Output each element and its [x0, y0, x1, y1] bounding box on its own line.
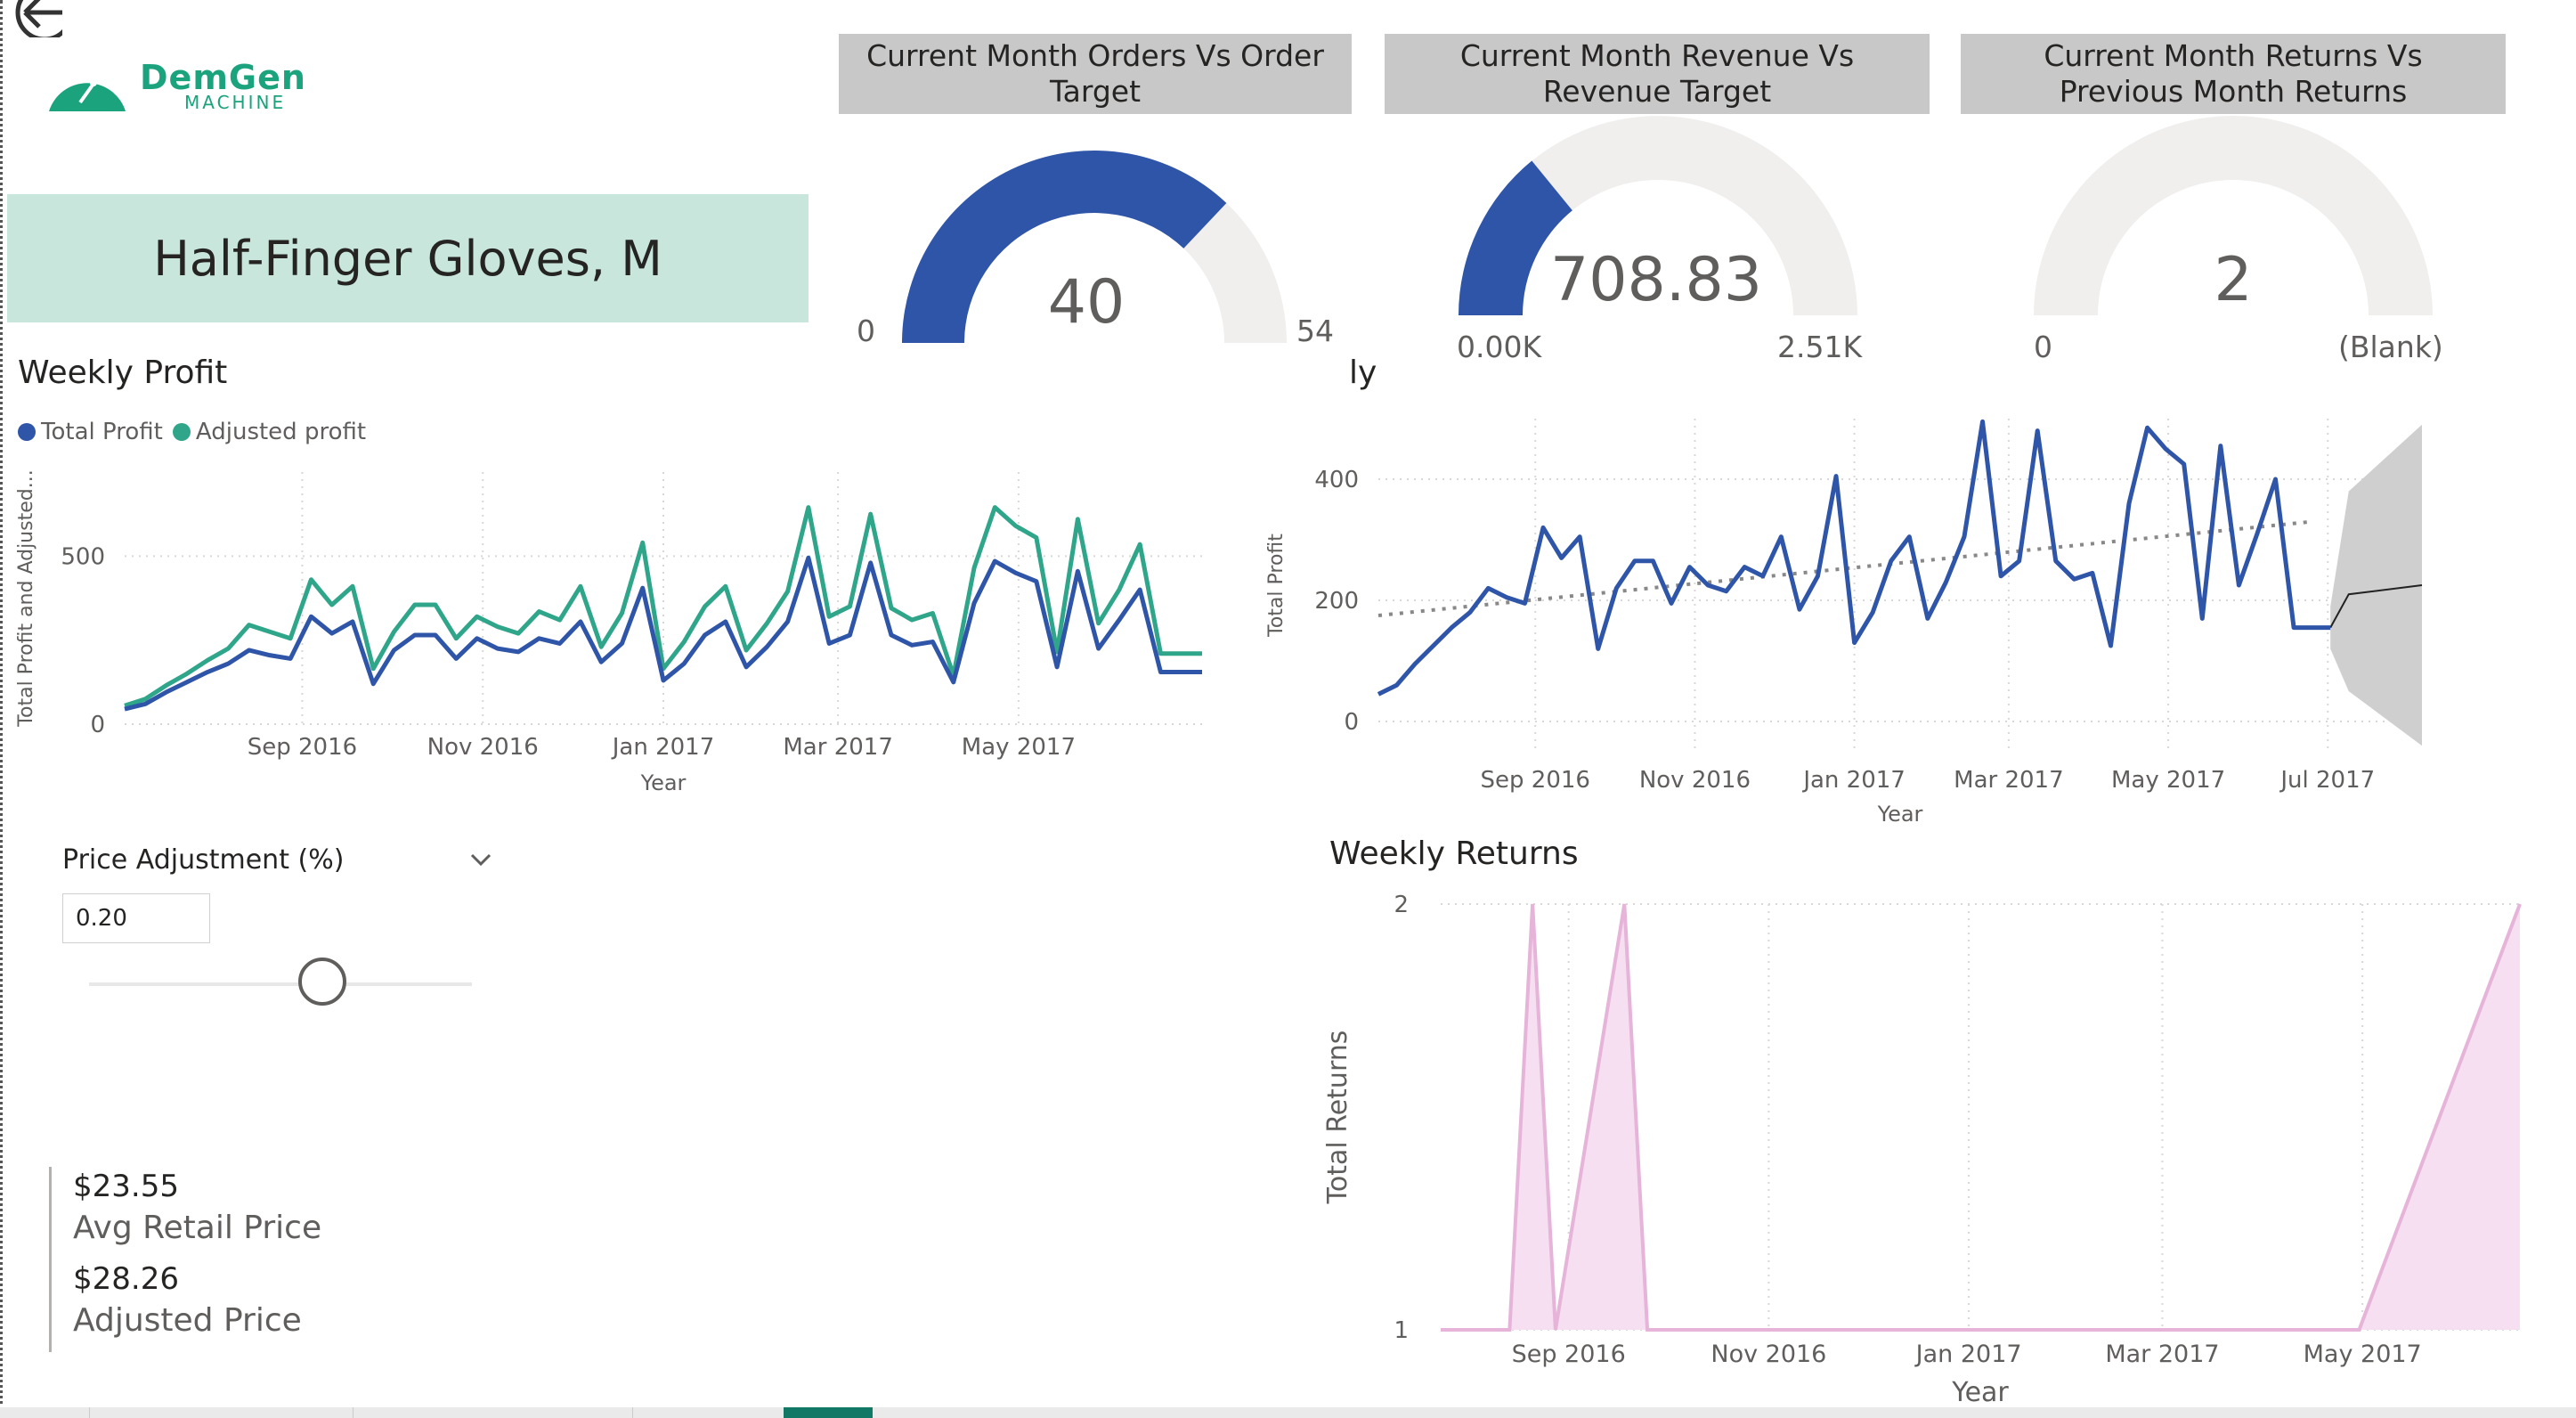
profit-forecast-chart[interactable]: 0 200 400 Sep 2016 Nov 2016 Jan 2017 Mar 2017 M… — [1247, 410, 2511, 828]
returns-area — [1441, 904, 2520, 1330]
gauge-fill — [902, 151, 1227, 343]
active-page-tab-indicator[interactable] — [784, 1407, 873, 1418]
x-tick-label: Jan 2017 — [1914, 1341, 2022, 1368]
slider-thumb[interactable] — [298, 958, 346, 1006]
x-tick-label: Sep 2016 — [248, 734, 357, 761]
gauge-revenue-title: Current Month Revenue Vs Revenue Target — [1385, 34, 1930, 114]
x-tick-label: Nov 2016 — [1639, 767, 1751, 794]
x-tick-label: Sep 2016 — [1512, 1341, 1626, 1368]
x-tick-label: May 2017 — [2304, 1341, 2422, 1368]
x-tick-label: Jan 2017 — [1801, 767, 1906, 794]
gauge-orders-title-text: Current Month Orders Vs Order Target — [866, 38, 1324, 109]
y-tick-label: 2 — [1394, 892, 1409, 918]
trend-line — [1377, 519, 2312, 617]
legend-label: Adjusted profit — [195, 419, 367, 445]
x-tick-label: Mar 2017 — [2105, 1341, 2219, 1368]
returns-line — [1441, 903, 2522, 1332]
legend-dot-icon — [18, 423, 36, 441]
x-tick-label: Mar 2017 — [783, 734, 893, 761]
adjusted-price-label: Adjusted Price — [73, 1302, 302, 1339]
series-line-total-profit — [1377, 419, 2331, 697]
forecast-confidence-band — [2330, 424, 2422, 746]
gauge-track — [1459, 116, 1857, 315]
brand-name: DemGen — [140, 58, 306, 97]
x-tick-label: Mar 2017 — [1954, 767, 2064, 794]
weekly-returns-title: Weekly Returns — [1329, 835, 1579, 872]
forecast-title-fragment: ly — [1349, 354, 1377, 391]
slider-track[interactable] — [89, 982, 472, 986]
page-tab[interactable] — [352, 1407, 633, 1418]
x-tick-label: May 2017 — [962, 734, 1076, 761]
weekly-profit-chart[interactable]: 0 500 Sep 2016 Nov 2016 Jan 2017 Mar 2017 May … — [0, 463, 1229, 802]
weekly-profit-legend: Total Profit Adjusted profit — [18, 419, 371, 445]
gauge-orders-min: 0 — [857, 314, 875, 348]
x-tick-label: Jan 2017 — [611, 734, 715, 761]
x-tick-label: Nov 2016 — [1711, 1341, 1826, 1368]
gauge-returns-min: 0 — [2034, 330, 2052, 364]
product-name-card: Half-Finger Gloves, M — [7, 194, 809, 322]
gauge-revenue-min: 0.00K — [1457, 330, 1542, 364]
legend-dot-icon — [172, 423, 191, 441]
y-tick-label: 0 — [1344, 709, 1359, 736]
x-axis-label: Year — [1877, 802, 1923, 827]
adjusted-price-value: $28.26 — [73, 1261, 179, 1297]
gauges — [902, 116, 2433, 343]
gauge-orders-title: Current Month Orders Vs Order Target — [839, 34, 1352, 114]
legend-label: Total Profit — [41, 419, 163, 445]
gauge-returns-title-text: Current Month Returns Vs Previous Month … — [2044, 38, 2423, 109]
y-axis-label: Total Profit and Adjusted... — [15, 469, 37, 727]
y-tick-label: 1 — [1394, 1317, 1409, 1344]
page-tab[interactable] — [89, 1407, 353, 1418]
avg-retail-price-label: Avg Retail Price — [73, 1210, 322, 1246]
gauge-revenue-value: 708.83 — [1550, 245, 1762, 315]
gauge-orders-max: 54 — [1296, 314, 1334, 348]
gauge-fill — [1459, 160, 1572, 315]
weekly-profit-title: Weekly Profit — [18, 354, 228, 391]
product-name: Half-Finger Gloves, M — [153, 230, 662, 287]
x-axis-label: Year — [640, 770, 687, 795]
brand-logo: DemGen MACHINE — [49, 49, 307, 116]
y-axis-label: Total Returns — [1322, 1031, 1353, 1205]
x-axis-label: Year — [1951, 1377, 2009, 1407]
legend-item-adjusted-profit[interactable]: Adjusted profit — [172, 419, 367, 445]
page-tab-bar — [0, 1407, 2576, 1418]
gauge-orders-value: 40 — [1047, 267, 1125, 338]
series-line-adjusted-profit — [124, 505, 1202, 708]
weekly-returns-chart[interactable]: 1 2 Sep 2016 Nov 2016 Jan 2017 Mar 2017 May 20… — [1318, 882, 2564, 1407]
series-line-total-profit — [124, 555, 1202, 712]
avg-retail-price-value: $23.55 — [73, 1169, 179, 1204]
gauge-revenue-title-text: Current Month Revenue Vs Revenue Target — [1459, 38, 1855, 109]
y-tick-label: 0 — [90, 712, 105, 738]
forecast-line — [2329, 584, 2423, 629]
y-tick-label: 400 — [1314, 467, 1359, 493]
gauge-returns-value: 2 — [2214, 245, 2253, 315]
price-adjustment-input[interactable]: 0.20 — [62, 893, 210, 943]
price-kpi-card: $23.55 Avg Retail Price $28.26 Adjusted … — [49, 1167, 321, 1352]
rocket-logo-icon — [49, 63, 126, 111]
x-tick-label: May 2017 — [2111, 767, 2225, 794]
y-tick-label: 500 — [61, 543, 105, 570]
x-tick-label: Nov 2016 — [427, 734, 539, 761]
legend-item-total-profit[interactable]: Total Profit — [18, 419, 163, 445]
x-tick-label: Sep 2016 — [1481, 767, 1590, 794]
y-axis-label: Total Profit — [1265, 534, 1288, 638]
gauge-track — [2034, 116, 2433, 315]
gauge-returns-title: Current Month Returns Vs Previous Month … — [1961, 34, 2506, 114]
chevron-down-icon[interactable] — [465, 844, 497, 876]
price-adjustment-slicer-title: Price Adjustment (%) — [62, 844, 345, 876]
x-tick-label: Jul 2017 — [2279, 767, 2375, 794]
gauge-returns-max: (Blank) — [2338, 330, 2443, 364]
gauge-revenue-max: 2.51K — [1777, 330, 1863, 364]
y-tick-label: 200 — [1314, 588, 1359, 615]
brand-subtitle: MACHINE — [184, 92, 287, 113]
